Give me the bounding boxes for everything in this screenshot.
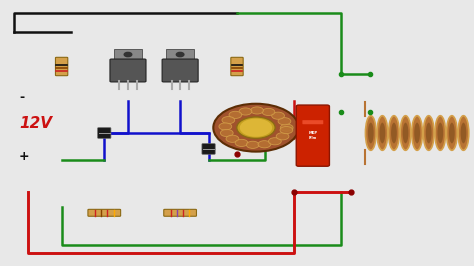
- Circle shape: [280, 124, 293, 131]
- Ellipse shape: [412, 116, 422, 150]
- FancyBboxPatch shape: [88, 209, 120, 216]
- Ellipse shape: [458, 116, 469, 150]
- Ellipse shape: [447, 116, 457, 150]
- Ellipse shape: [365, 116, 376, 150]
- Circle shape: [280, 127, 293, 134]
- Circle shape: [226, 135, 239, 142]
- Circle shape: [240, 119, 272, 137]
- Ellipse shape: [402, 123, 409, 143]
- FancyBboxPatch shape: [98, 128, 111, 138]
- FancyBboxPatch shape: [164, 209, 196, 216]
- Circle shape: [220, 130, 233, 137]
- Circle shape: [229, 111, 242, 118]
- FancyBboxPatch shape: [110, 59, 146, 82]
- Circle shape: [235, 139, 248, 147]
- Circle shape: [276, 133, 289, 140]
- FancyBboxPatch shape: [202, 144, 215, 154]
- Circle shape: [251, 107, 264, 114]
- Ellipse shape: [400, 116, 411, 150]
- Circle shape: [213, 104, 299, 152]
- Ellipse shape: [449, 123, 455, 143]
- Circle shape: [246, 141, 259, 148]
- Bar: [166, 49, 194, 60]
- Circle shape: [268, 138, 281, 145]
- Circle shape: [239, 108, 252, 115]
- Circle shape: [262, 108, 275, 115]
- Ellipse shape: [461, 123, 466, 143]
- Circle shape: [124, 52, 132, 57]
- Ellipse shape: [377, 116, 388, 150]
- Ellipse shape: [391, 123, 397, 143]
- Text: -: -: [19, 91, 24, 104]
- Bar: [114, 49, 142, 60]
- Circle shape: [176, 52, 184, 57]
- FancyBboxPatch shape: [302, 120, 323, 124]
- FancyBboxPatch shape: [231, 57, 243, 76]
- Ellipse shape: [426, 123, 432, 143]
- Ellipse shape: [368, 123, 374, 143]
- Circle shape: [272, 112, 284, 119]
- Ellipse shape: [435, 116, 446, 150]
- Circle shape: [222, 117, 235, 124]
- Ellipse shape: [414, 123, 420, 143]
- FancyBboxPatch shape: [162, 59, 198, 82]
- Circle shape: [258, 141, 271, 148]
- Circle shape: [278, 118, 291, 125]
- FancyBboxPatch shape: [296, 105, 329, 166]
- Circle shape: [219, 123, 232, 130]
- Ellipse shape: [423, 116, 434, 150]
- Ellipse shape: [438, 123, 443, 143]
- Ellipse shape: [380, 123, 385, 143]
- FancyBboxPatch shape: [55, 57, 68, 76]
- Circle shape: [237, 117, 275, 138]
- Text: MKP
Film: MKP Film: [309, 131, 317, 140]
- Ellipse shape: [389, 116, 399, 150]
- Text: +: +: [19, 149, 29, 163]
- Text: 12V: 12V: [19, 116, 52, 131]
